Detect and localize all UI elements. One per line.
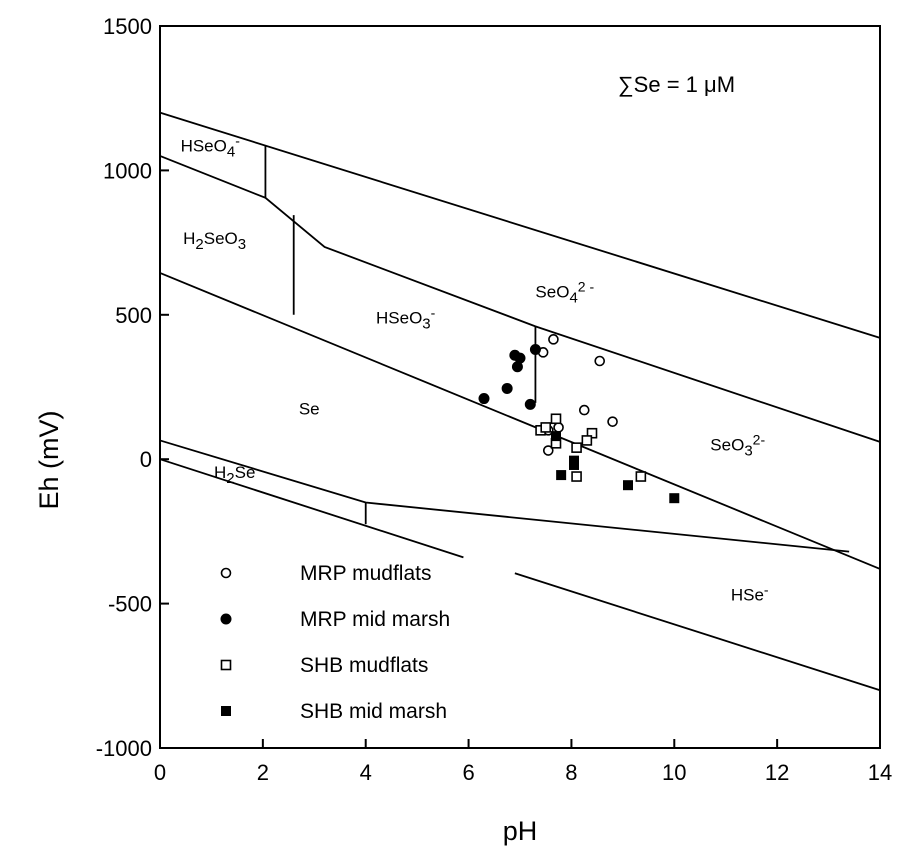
legend-label: SHB mid marsh (300, 700, 447, 723)
region-label-H2Se: H2Se (214, 463, 255, 487)
y-axis: -1000 -500 0 500 1000 1500 (96, 14, 169, 761)
data-point-open-circle (553, 422, 564, 433)
y-tick-label: -500 (108, 592, 152, 617)
data-point-open-square (635, 471, 647, 482)
boundary-line-1 (159, 155, 881, 443)
region-label-HSe-: HSe- (731, 582, 769, 605)
legend-label: MRP mid marsh (300, 608, 450, 631)
boundary-line-5 (514, 572, 881, 692)
data-point-filled-square (569, 459, 579, 470)
y-tick-label: -1000 (96, 736, 152, 761)
legend-marker-filled-circle (220, 613, 232, 625)
data-point-filled-square (551, 431, 561, 442)
data-point-open-square (550, 413, 562, 425)
y-tick-label: 1000 (103, 158, 152, 183)
region-label-HSeO4-: HSeO4- (181, 133, 241, 160)
data-point-open-circle (578, 404, 590, 416)
legend-label: MRP mudflats (300, 562, 432, 585)
x-tick-label: 14 (868, 760, 892, 785)
x-tick-label: 2 (257, 760, 269, 785)
legend-marker-open-square (220, 659, 232, 671)
data-point-filled-square (669, 493, 680, 504)
data-point-filled-square (623, 480, 633, 491)
x-tick-label: 4 (360, 760, 372, 785)
data-point-filled-circle (501, 382, 513, 394)
total-se-annotation: ∑Se = 1 μM (618, 72, 735, 97)
x-tick-label: 10 (662, 760, 686, 785)
legend: MRP mudflats MRP mid marsh SHB mudflats SHB… (220, 562, 450, 723)
boundary-line-0 (159, 111, 881, 339)
region-label-Se: Se (299, 399, 320, 418)
data-point-open-circle (548, 334, 559, 345)
data-point-open-circle (594, 355, 606, 367)
y-tick-label: 0 (140, 447, 152, 472)
region-label-HSeO3-: HSeO3- (376, 305, 436, 332)
boundary-line-2 (159, 272, 881, 570)
data-point-filled-circle (524, 398, 536, 410)
x-axis-title: pH (503, 816, 538, 846)
region-label-SeO42-: SeO42 - (535, 279, 594, 306)
region-label-SeO32-: SeO32- (710, 432, 765, 459)
data-point-open-square (540, 422, 552, 433)
data-points (478, 334, 680, 504)
y-tick-label: 1500 (103, 14, 152, 39)
x-tick-label: 6 (462, 760, 474, 785)
plot-frame (159, 25, 881, 749)
legend-label: SHB mudflats (300, 654, 428, 677)
legend-marker-filled-square (221, 706, 231, 716)
x-tick-label: 8 (565, 760, 577, 785)
data-point-filled-square (556, 470, 567, 481)
data-point-open-square (571, 442, 582, 453)
x-tick-label: 12 (765, 760, 789, 785)
data-point-open-circle (542, 445, 554, 456)
data-point-filled-circle (529, 343, 541, 355)
legend-marker-open-circle (220, 567, 232, 579)
y-axis-title: Eh (mV) (34, 410, 64, 509)
data-point-open-square (571, 471, 582, 482)
region-labels: HSeO4- H2SeO3 SeO42 - HSeO3- Se SeO32- H2Se HSe… (181, 133, 769, 605)
boundary-line-4 (159, 458, 464, 559)
x-tick-label: 0 (154, 760, 166, 785)
y-tick-label: 500 (115, 303, 152, 328)
phase-boundaries (159, 111, 881, 692)
x-axis: 0 2 4 6 8 10 12 14 (154, 739, 892, 785)
data-point-filled-circle (514, 352, 526, 364)
region-label-H2SeO3: H2SeO3 (183, 229, 246, 253)
data-point-filled-circle (478, 393, 490, 405)
data-point-open-circle (607, 416, 618, 427)
data-point-open-square (581, 435, 593, 446)
